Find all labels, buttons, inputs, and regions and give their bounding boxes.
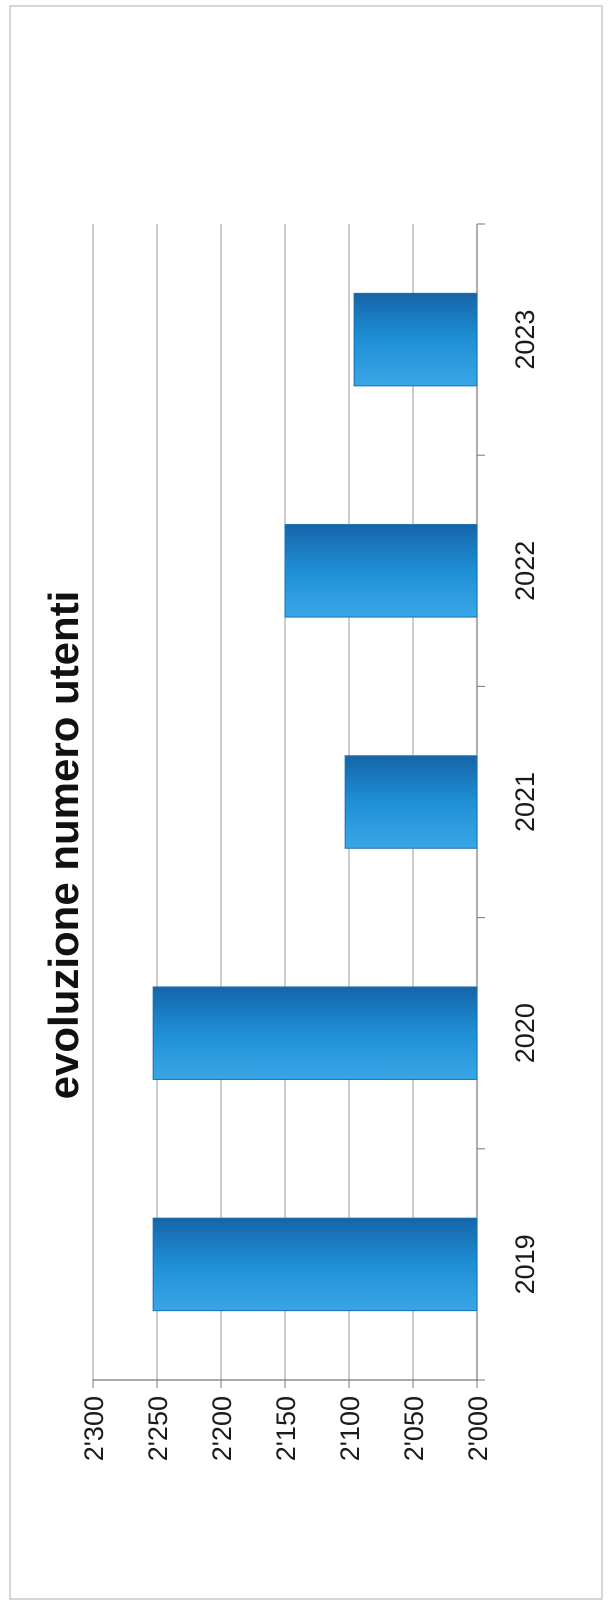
chart-title: evoluzione numero utenti: [40, 591, 87, 1100]
bar-2021: [344, 755, 478, 849]
value-tick-label: 2'200: [207, 1396, 237, 1461]
value-tick-label: 2'300: [79, 1396, 109, 1461]
bar-2022: [284, 524, 478, 618]
category-label: 2023: [510, 310, 540, 370]
value-tick-label: 2'000: [463, 1396, 493, 1461]
bar-2019: [152, 1217, 478, 1312]
value-tick-label: 2'150: [271, 1396, 301, 1461]
value-tick-label: 2'250: [143, 1396, 173, 1461]
value-tick-label: 2'050: [399, 1396, 429, 1461]
category-label: 2022: [510, 541, 540, 601]
bar-2020: [152, 986, 478, 1080]
page-border: [9, 5, 603, 1600]
bar-2023: [353, 292, 478, 387]
category-label: 2019: [510, 1234, 540, 1294]
category-label: 2020: [510, 1003, 540, 1063]
category-label: 2021: [510, 772, 540, 832]
value-tick-label: 2'100: [335, 1396, 365, 1461]
bars: [152, 292, 478, 1312]
labels: 2'000 2'050 2'100 2'150 2'200 2'250 2'300 2019 2…: [79, 310, 540, 1462]
